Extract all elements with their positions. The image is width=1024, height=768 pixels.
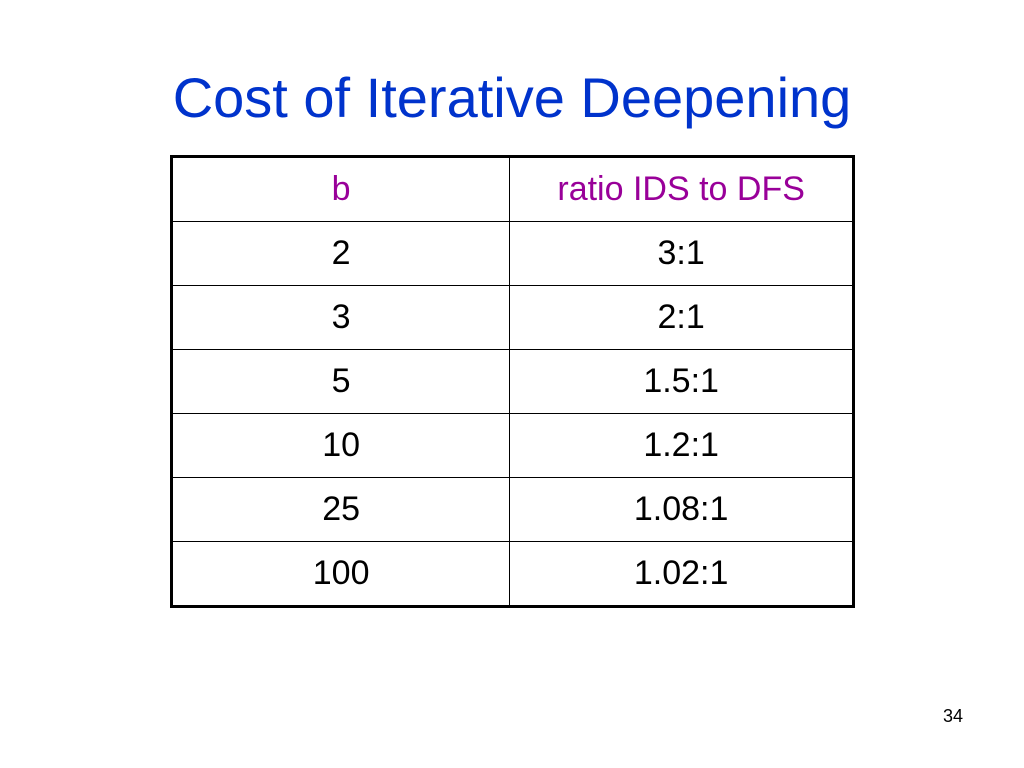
cell-b: 2: [170, 221, 511, 286]
table-row: 100 1.02:1: [170, 541, 854, 607]
cell-b: 10: [170, 413, 511, 478]
table-row: 25 1.08:1: [170, 477, 854, 542]
slide-title: Cost of Iterative Deepening: [172, 66, 852, 129]
table-row: 3 2:1: [170, 285, 854, 350]
cell-b: 5: [170, 349, 511, 414]
table-header-row: b ratio IDS to DFS: [170, 156, 854, 222]
table-row: 10 1.2:1: [170, 413, 854, 478]
cell-ratio: 1.2:1: [509, 413, 854, 478]
cell-b: 25: [170, 477, 511, 542]
ratio-table: b ratio IDS to DFS 2 3:1 3 2:1 5 1.5:1 1…: [170, 155, 855, 608]
slide-page-number: 34: [942, 706, 964, 726]
cell-ratio: 1.08:1: [509, 477, 854, 542]
table-row: 2 3:1: [170, 221, 854, 286]
cell-ratio: 1.5:1: [509, 349, 854, 414]
cell-b: 3: [170, 285, 511, 350]
cell-ratio: 2:1: [509, 285, 854, 350]
column-header-b: b: [170, 156, 511, 222]
cell-b: 100: [170, 541, 511, 607]
table-header: b ratio IDS to DFS: [170, 156, 854, 222]
cell-ratio: 1.02:1: [509, 541, 854, 607]
column-header-ratio: ratio IDS to DFS: [509, 156, 854, 222]
cell-ratio: 3:1: [509, 221, 854, 286]
table-row: 5 1.5:1: [170, 349, 854, 414]
table-body: 2 3:1 3 2:1 5 1.5:1 10 1.2:1 25 1.08:1 1…: [170, 221, 854, 607]
